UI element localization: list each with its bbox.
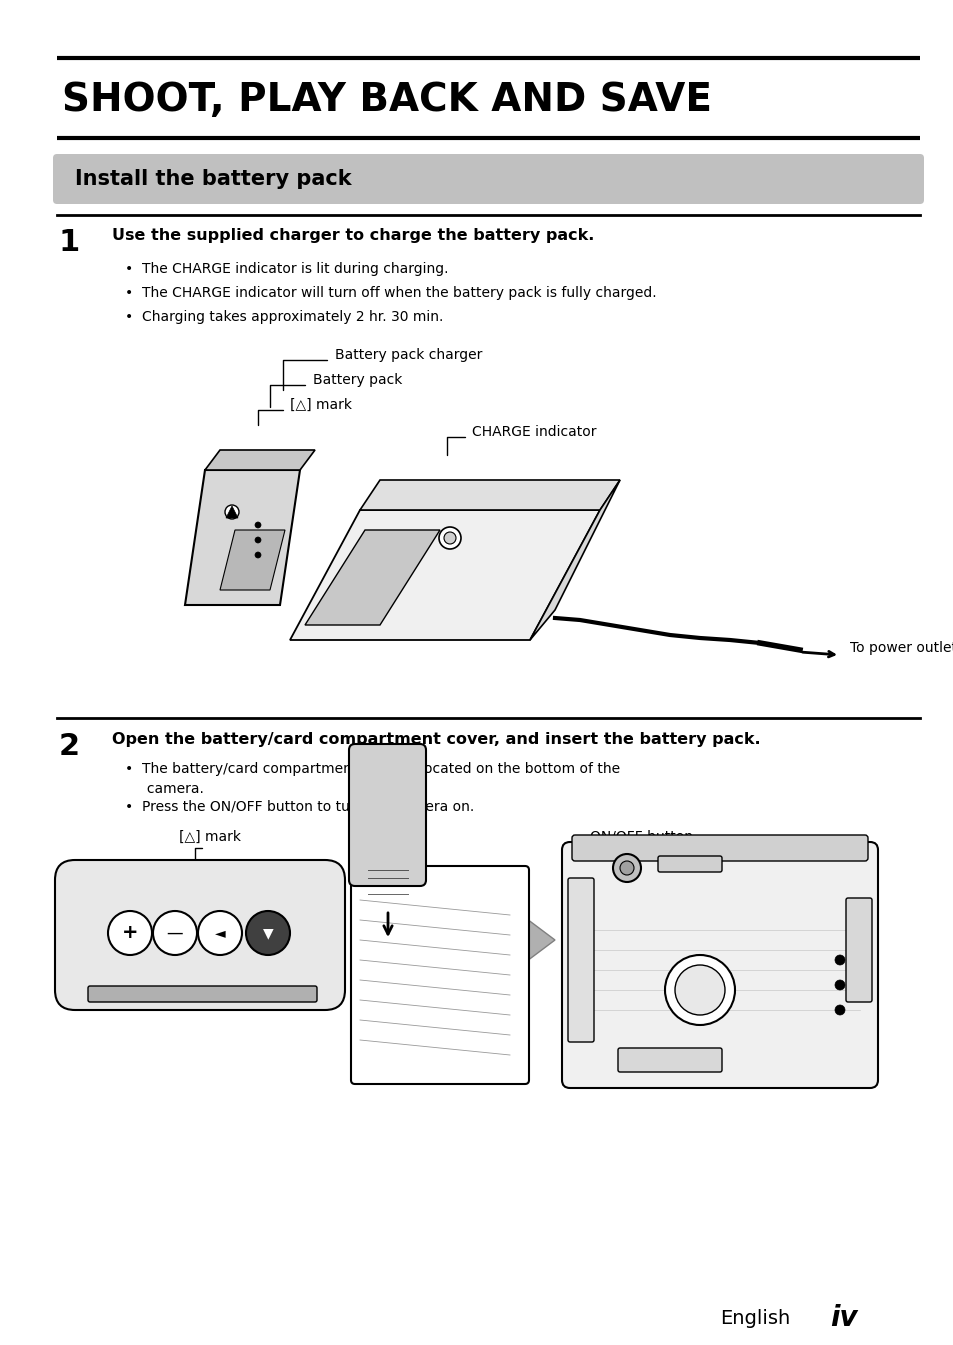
FancyBboxPatch shape	[845, 898, 871, 1002]
FancyBboxPatch shape	[351, 866, 529, 1084]
Circle shape	[664, 955, 734, 1025]
Text: Install the battery pack: Install the battery pack	[75, 169, 352, 190]
FancyBboxPatch shape	[567, 878, 594, 1042]
FancyBboxPatch shape	[53, 153, 923, 204]
Text: iv: iv	[829, 1305, 857, 1332]
Text: •  The CHARGE indicator will turn off when the battery pack is fully charged.: • The CHARGE indicator will turn off whe…	[125, 286, 656, 300]
Text: ◄: ◄	[214, 925, 225, 940]
FancyBboxPatch shape	[572, 835, 867, 861]
Text: Battery pack charger: Battery pack charger	[335, 348, 482, 362]
Text: •  The battery/card compartment cover is located on the bottom of the: • The battery/card compartment cover is …	[125, 763, 619, 776]
Circle shape	[254, 551, 261, 558]
Polygon shape	[220, 530, 285, 590]
Polygon shape	[226, 506, 237, 518]
Text: Open the battery/card compartment cover, and insert the battery pack.: Open the battery/card compartment cover,…	[112, 732, 760, 746]
Text: CHARGE indicator: CHARGE indicator	[472, 425, 596, 438]
Circle shape	[254, 522, 261, 529]
Polygon shape	[205, 451, 314, 469]
Circle shape	[438, 527, 460, 549]
Circle shape	[613, 854, 640, 882]
Circle shape	[254, 537, 261, 543]
Circle shape	[198, 911, 242, 955]
Text: Use the supplied charger to charge the battery pack.: Use the supplied charger to charge the b…	[112, 229, 594, 243]
Text: ▼: ▼	[262, 925, 273, 940]
Circle shape	[834, 955, 844, 964]
FancyBboxPatch shape	[658, 855, 721, 872]
Text: [△] mark: [△] mark	[179, 830, 241, 845]
FancyBboxPatch shape	[88, 986, 316, 1002]
Text: ON/OFF button: ON/OFF button	[589, 830, 692, 845]
Text: —: —	[167, 924, 183, 942]
Circle shape	[108, 911, 152, 955]
Circle shape	[152, 911, 196, 955]
Circle shape	[675, 964, 724, 1015]
Text: •  Charging takes approximately 2 hr. 30 min.: • Charging takes approximately 2 hr. 30 …	[125, 309, 443, 324]
Circle shape	[619, 861, 634, 876]
Text: 2: 2	[59, 732, 80, 761]
Text: English: English	[720, 1309, 789, 1328]
Text: +: +	[122, 924, 138, 943]
Text: Battery pack: Battery pack	[313, 373, 402, 387]
FancyBboxPatch shape	[55, 859, 345, 1010]
Circle shape	[246, 911, 290, 955]
FancyBboxPatch shape	[561, 842, 877, 1088]
Text: [△] mark: [△] mark	[290, 398, 352, 412]
Polygon shape	[305, 530, 439, 625]
Polygon shape	[359, 480, 619, 510]
Polygon shape	[515, 911, 555, 970]
Polygon shape	[185, 469, 299, 605]
Polygon shape	[530, 480, 619, 640]
Text: •  Press the ON/OFF button to turn the camera on.: • Press the ON/OFF button to turn the ca…	[125, 800, 474, 814]
Text: •  The CHARGE indicator is lit during charging.: • The CHARGE indicator is lit during cha…	[125, 262, 448, 276]
FancyBboxPatch shape	[618, 1048, 721, 1072]
Text: SHOOT, PLAY BACK AND SAVE: SHOOT, PLAY BACK AND SAVE	[62, 81, 711, 118]
Circle shape	[225, 504, 239, 519]
FancyBboxPatch shape	[349, 744, 426, 886]
Polygon shape	[290, 510, 599, 640]
Text: camera.: camera.	[125, 781, 204, 796]
Text: To power outlet: To power outlet	[849, 642, 953, 655]
Text: 1: 1	[59, 229, 80, 257]
Circle shape	[834, 1005, 844, 1015]
Circle shape	[834, 981, 844, 990]
Circle shape	[443, 533, 456, 543]
